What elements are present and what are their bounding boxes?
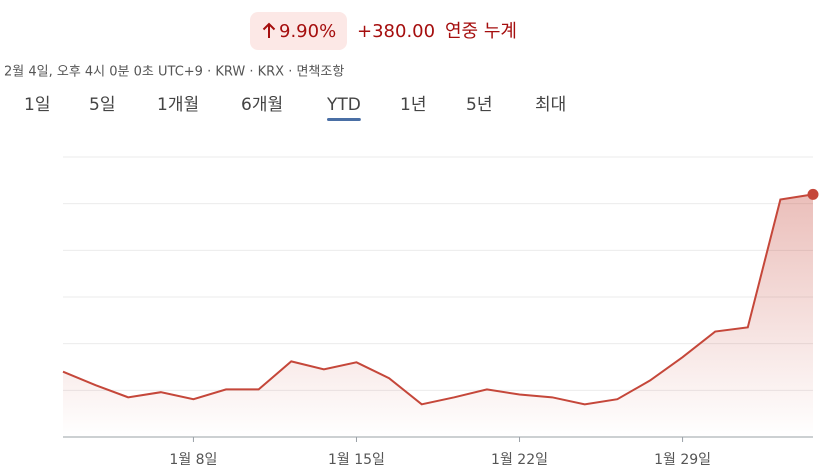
- change-percent: 9.90%: [279, 21, 336, 42]
- last-point: [807, 188, 819, 200]
- chart: 1월 8일 1월 15일 1월 22일 1월 29일: [62, 156, 819, 468]
- subtitle: 2월 4일, 오후 4시 0분 0초 UTC+9 · KRW · KRX · 면…: [4, 65, 344, 80]
- range-tab[interactable]: 5일: [89, 95, 115, 115]
- range-tab[interactable]: 6개월: [241, 95, 283, 115]
- x-tick-label: 1월 22일: [491, 452, 548, 468]
- range-tab[interactable]: 5년: [466, 95, 492, 115]
- range-tab[interactable]: 1년: [400, 95, 426, 115]
- up-arrow-icon: [262, 22, 276, 38]
- change-pill: [250, 12, 347, 50]
- range-tab[interactable]: 최대: [535, 95, 566, 115]
- x-tick-label: 1월 15일: [328, 452, 385, 468]
- change-value: +380.00: [357, 21, 435, 42]
- active-tab-underline: [327, 118, 361, 121]
- range-tab[interactable]: 1일: [24, 95, 50, 115]
- change-period: 연중 누계: [445, 21, 517, 42]
- price-area: [63, 194, 813, 437]
- x-tick-label: 1월 8일: [169, 452, 217, 468]
- tabs: 1일 5일 1개월 6개월 YTD 1년 5년 최대: [24, 95, 566, 121]
- range-tab[interactable]: YTD: [326, 95, 361, 115]
- price-line: [62, 193, 814, 406]
- x-tick-label: 1월 29일: [654, 452, 711, 468]
- range-tab[interactable]: 1개월: [157, 95, 199, 115]
